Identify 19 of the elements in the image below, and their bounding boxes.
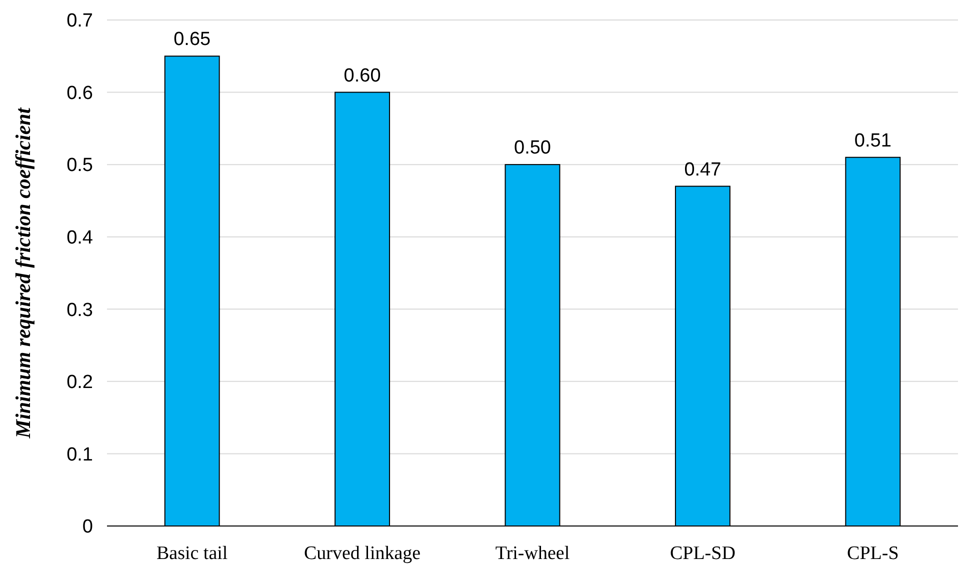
data-label: 0.50 bbox=[514, 138, 551, 159]
y-axis-title: Minimum required friction coefficient bbox=[11, 106, 35, 440]
x-tick-label: CPL-S bbox=[847, 543, 899, 564]
y-tick-label: 0.4 bbox=[66, 228, 94, 249]
x-tick-label: CPL-SD bbox=[670, 543, 736, 564]
y-tick-label: 0.5 bbox=[66, 155, 93, 176]
y-tick-label: 0.7 bbox=[66, 10, 93, 32]
x-tick-label: Basic tail bbox=[156, 543, 228, 564]
y-tick-label: 0 bbox=[82, 516, 93, 538]
x-tick-label: Curved linkage bbox=[304, 543, 421, 564]
data-label: 0.51 bbox=[854, 130, 892, 152]
y-tick-label: 0.2 bbox=[66, 372, 93, 394]
data-label: 0.47 bbox=[684, 159, 722, 180]
y-tick-label: 0.3 bbox=[66, 300, 93, 321]
x-tick-label: Tri-wheel bbox=[495, 543, 570, 564]
data-label: 0.65 bbox=[174, 29, 211, 50]
data-label: 0.60 bbox=[344, 65, 381, 86]
y-tick-label: 0.6 bbox=[66, 82, 93, 104]
y-tick-label: 0.1 bbox=[66, 444, 93, 466]
